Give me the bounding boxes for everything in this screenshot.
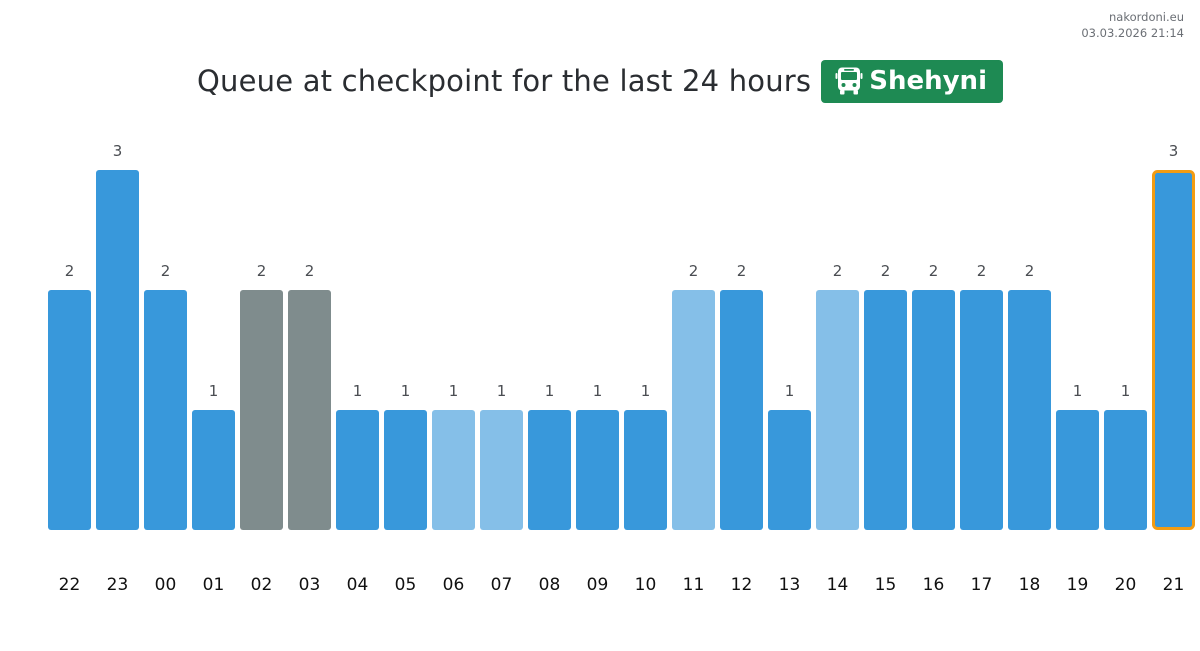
tick-label-23: 23: [107, 575, 129, 595]
tick-label-04: 04: [347, 575, 369, 595]
tick-label-11: 11: [683, 575, 705, 595]
tick-label-03: 03: [299, 575, 321, 595]
bar-16[interactable]: [912, 290, 955, 530]
tick-label-00: 00: [155, 575, 177, 595]
tick-label-10: 10: [635, 575, 657, 595]
bar-23[interactable]: [96, 170, 139, 530]
tick-label-14: 14: [827, 575, 849, 595]
tick-label-09: 09: [587, 575, 609, 595]
bar-06[interactable]: [432, 410, 475, 530]
bar-09[interactable]: [576, 410, 619, 530]
site-name: nakordoni.eu: [1109, 10, 1184, 24]
bar-05[interactable]: [384, 410, 427, 530]
chart-title: Queue at checkpoint for the last 24 hour…: [197, 64, 812, 98]
value-label-16: 2: [929, 262, 939, 280]
bar-17[interactable]: [960, 290, 1003, 530]
bar-03[interactable]: [288, 290, 331, 530]
checkpoint-badge: Shehyni: [821, 59, 1003, 103]
bar-20[interactable]: [1104, 410, 1147, 530]
value-label-14: 2: [833, 262, 843, 280]
bar-22[interactable]: [48, 290, 91, 530]
bar-10[interactable]: [624, 410, 667, 530]
value-label-21: 3: [1169, 142, 1179, 160]
tick-label-07: 07: [491, 575, 513, 595]
value-label-04: 1: [353, 382, 363, 400]
tick-label-16: 16: [923, 575, 945, 595]
value-label-07: 1: [497, 382, 507, 400]
value-label-10: 1: [641, 382, 651, 400]
value-label-02: 2: [257, 262, 267, 280]
value-label-11: 2: [689, 262, 699, 280]
tick-label-21: 21: [1163, 575, 1185, 595]
bar-11[interactable]: [672, 290, 715, 530]
bar-18[interactable]: [1008, 290, 1051, 530]
value-label-03: 2: [305, 262, 315, 280]
bar-07[interactable]: [480, 410, 523, 530]
bar-21[interactable]: [1152, 170, 1195, 530]
checkpoint-name: Shehyni: [869, 66, 987, 96]
value-label-13: 1: [785, 382, 795, 400]
value-label-15: 2: [881, 262, 891, 280]
value-label-23: 3: [113, 142, 123, 160]
chart-header: Queue at checkpoint for the last 24 hour…: [0, 58, 1200, 104]
tick-label-06: 06: [443, 575, 465, 595]
site-info: nakordoni.eu 03.03.2026 21:14: [1081, 9, 1184, 41]
tick-label-08: 08: [539, 575, 561, 595]
bus-icon: [835, 67, 863, 95]
tick-label-12: 12: [731, 575, 753, 595]
timestamp: 03.03.2026 21:14: [1081, 26, 1184, 40]
bar-19[interactable]: [1056, 410, 1099, 530]
bar-15[interactable]: [864, 290, 907, 530]
bar-01[interactable]: [192, 410, 235, 530]
tick-label-05: 05: [395, 575, 417, 595]
value-label-06: 1: [449, 382, 459, 400]
bar-12[interactable]: [720, 290, 763, 530]
bar-02[interactable]: [240, 290, 283, 530]
bar-14[interactable]: [816, 290, 859, 530]
bar-04[interactable]: [336, 410, 379, 530]
value-label-08: 1: [545, 382, 555, 400]
value-label-22: 2: [65, 262, 75, 280]
value-label-00: 2: [161, 262, 171, 280]
value-label-01: 1: [209, 382, 219, 400]
tick-label-01: 01: [203, 575, 225, 595]
tick-label-18: 18: [1019, 575, 1041, 595]
tick-label-17: 17: [971, 575, 993, 595]
tick-label-15: 15: [875, 575, 897, 595]
tick-label-19: 19: [1067, 575, 1089, 595]
value-label-17: 2: [977, 262, 987, 280]
value-label-19: 1: [1073, 382, 1083, 400]
value-label-12: 2: [737, 262, 747, 280]
tick-label-20: 20: [1115, 575, 1137, 595]
value-label-09: 1: [593, 382, 603, 400]
tick-label-02: 02: [251, 575, 273, 595]
value-label-18: 2: [1025, 262, 1035, 280]
tick-label-22: 22: [59, 575, 81, 595]
bar-13[interactable]: [768, 410, 811, 530]
bar-00[interactable]: [144, 290, 187, 530]
bar-08[interactable]: [528, 410, 571, 530]
value-label-20: 1: [1121, 382, 1131, 400]
value-label-05: 1: [401, 382, 411, 400]
tick-label-13: 13: [779, 575, 801, 595]
